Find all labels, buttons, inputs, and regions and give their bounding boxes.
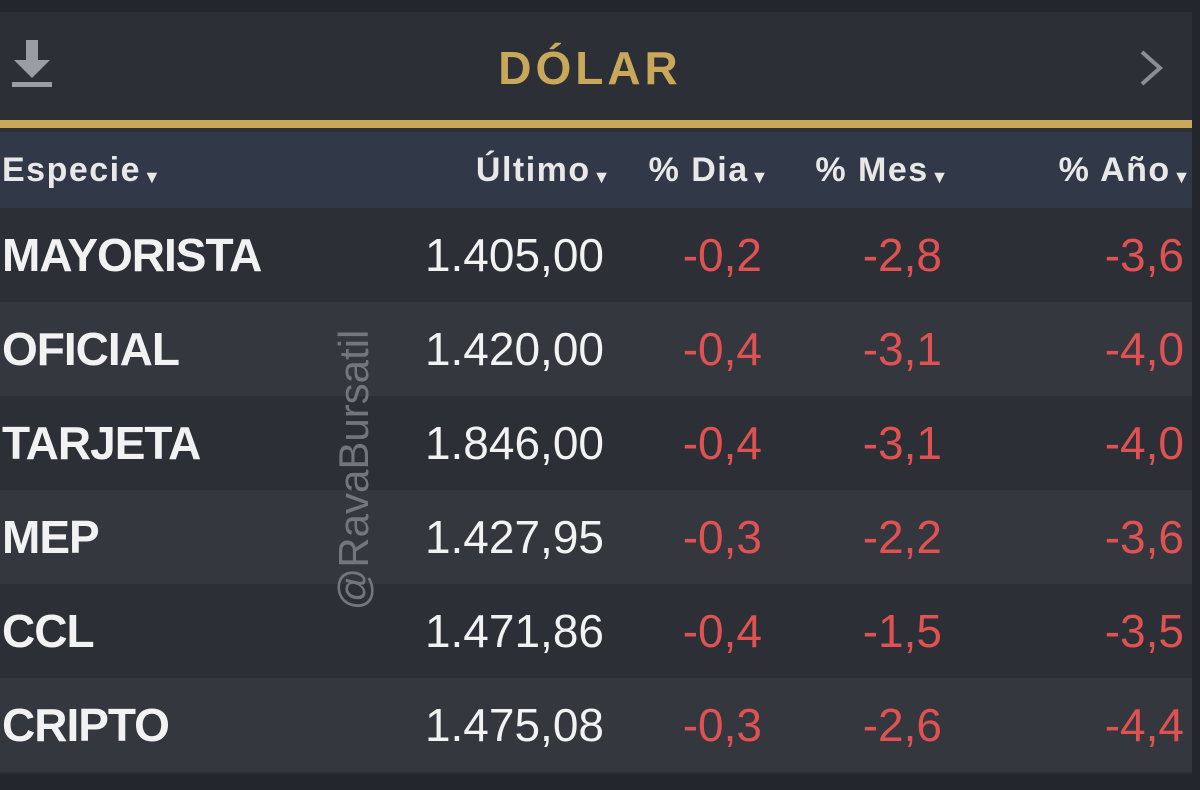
cell-especie[interactable]: MEP — [2, 511, 100, 563]
cell-dia: -0,2 — [682, 229, 762, 281]
column-header-ultimo[interactable]: Último ▼ — [475, 151, 612, 189]
sort-arrow-icon: ▼ — [750, 167, 770, 187]
table-body: MAYORISTA 1.405,00 -0,2 -2,8 -3,6 OFICIA… — [0, 208, 1192, 772]
cell-ano: -3,6 — [1104, 511, 1184, 563]
column-header-mes[interactable]: % Mes ▼ — [815, 151, 950, 189]
cell-ultimo: 1.427,95 — [424, 511, 604, 563]
cell-ano: -3,5 — [1104, 605, 1184, 657]
sort-arrow-icon: ▼ — [592, 167, 612, 187]
cell-especie[interactable]: CRIPTO — [2, 699, 170, 751]
cell-mes: -1,5 — [862, 605, 942, 657]
cell-especie[interactable]: CCL — [2, 605, 95, 657]
cell-ano: -4,0 — [1104, 323, 1184, 375]
cell-mes: -3,1 — [862, 417, 942, 469]
cell-dia: -0,3 — [682, 699, 762, 751]
cell-ultimo: 1.420,00 — [424, 323, 604, 375]
header-divider — [0, 120, 1192, 128]
sort-arrow-icon: ▼ — [1172, 167, 1192, 187]
table-row[interactable]: MEP 1.427,95 -0,3 -2,2 -3,6 — [0, 490, 1192, 584]
table-row[interactable]: TARJETA 1.846,00 -0,4 -3,1 -4,0 — [0, 396, 1192, 490]
cell-ultimo: 1.405,00 — [424, 229, 604, 281]
download-icon[interactable] — [10, 38, 54, 90]
cell-especie[interactable]: TARJETA — [2, 417, 201, 469]
table-row[interactable]: MAYORISTA 1.405,00 -0,2 -2,8 -3,6 — [0, 208, 1192, 302]
table-row[interactable]: CCL 1.471,86 -0,4 -1,5 -3,5 — [0, 584, 1192, 678]
dollar-panel: DÓLAR Especie ▼ Último ▼ % Dia ▼ % Mes ▼ % A… — [0, 12, 1192, 774]
table-row[interactable]: OFICIAL 1.420,00 -0,4 -3,1 -4,0 — [0, 302, 1192, 396]
cell-mes: -2,6 — [862, 699, 942, 751]
cell-dia: -0,3 — [682, 511, 762, 563]
cell-mes: -2,2 — [862, 511, 942, 563]
cell-dia: -0,4 — [682, 417, 762, 469]
column-header-dia[interactable]: % Dia ▼ — [648, 151, 770, 189]
cell-ano: -3,6 — [1104, 229, 1184, 281]
panel-title: DÓLAR — [498, 42, 682, 94]
cell-especie[interactable]: MAYORISTA — [2, 229, 262, 281]
table-header: Especie ▼ Último ▼ % Dia ▼ % Mes ▼ % Año ▼ — [0, 132, 1192, 208]
cell-dia: -0,4 — [682, 323, 762, 375]
sort-arrow-icon: ▼ — [143, 167, 163, 187]
chevron-right-icon[interactable] — [1136, 48, 1166, 88]
cell-ultimo: 1.471,86 — [424, 605, 604, 657]
cell-mes: -2,8 — [862, 229, 942, 281]
cell-ultimo: 1.846,00 — [424, 417, 604, 469]
column-header-especie[interactable]: Especie ▼ — [2, 151, 163, 189]
sort-arrow-icon: ▼ — [930, 167, 950, 187]
cell-dia: -0,4 — [682, 605, 762, 657]
cell-especie[interactable]: OFICIAL — [2, 323, 180, 375]
cell-mes: -3,1 — [862, 323, 942, 375]
cell-ultimo: 1.475,08 — [424, 699, 604, 751]
table-row[interactable]: CRIPTO 1.475,08 -0,3 -2,6 -4,4 — [0, 678, 1192, 772]
cell-ano: -4,0 — [1104, 417, 1184, 469]
column-header-ano[interactable]: % Año ▼ — [1058, 151, 1192, 189]
cell-ano: -4,4 — [1104, 699, 1184, 751]
panel-header: DÓLAR — [0, 12, 1192, 120]
